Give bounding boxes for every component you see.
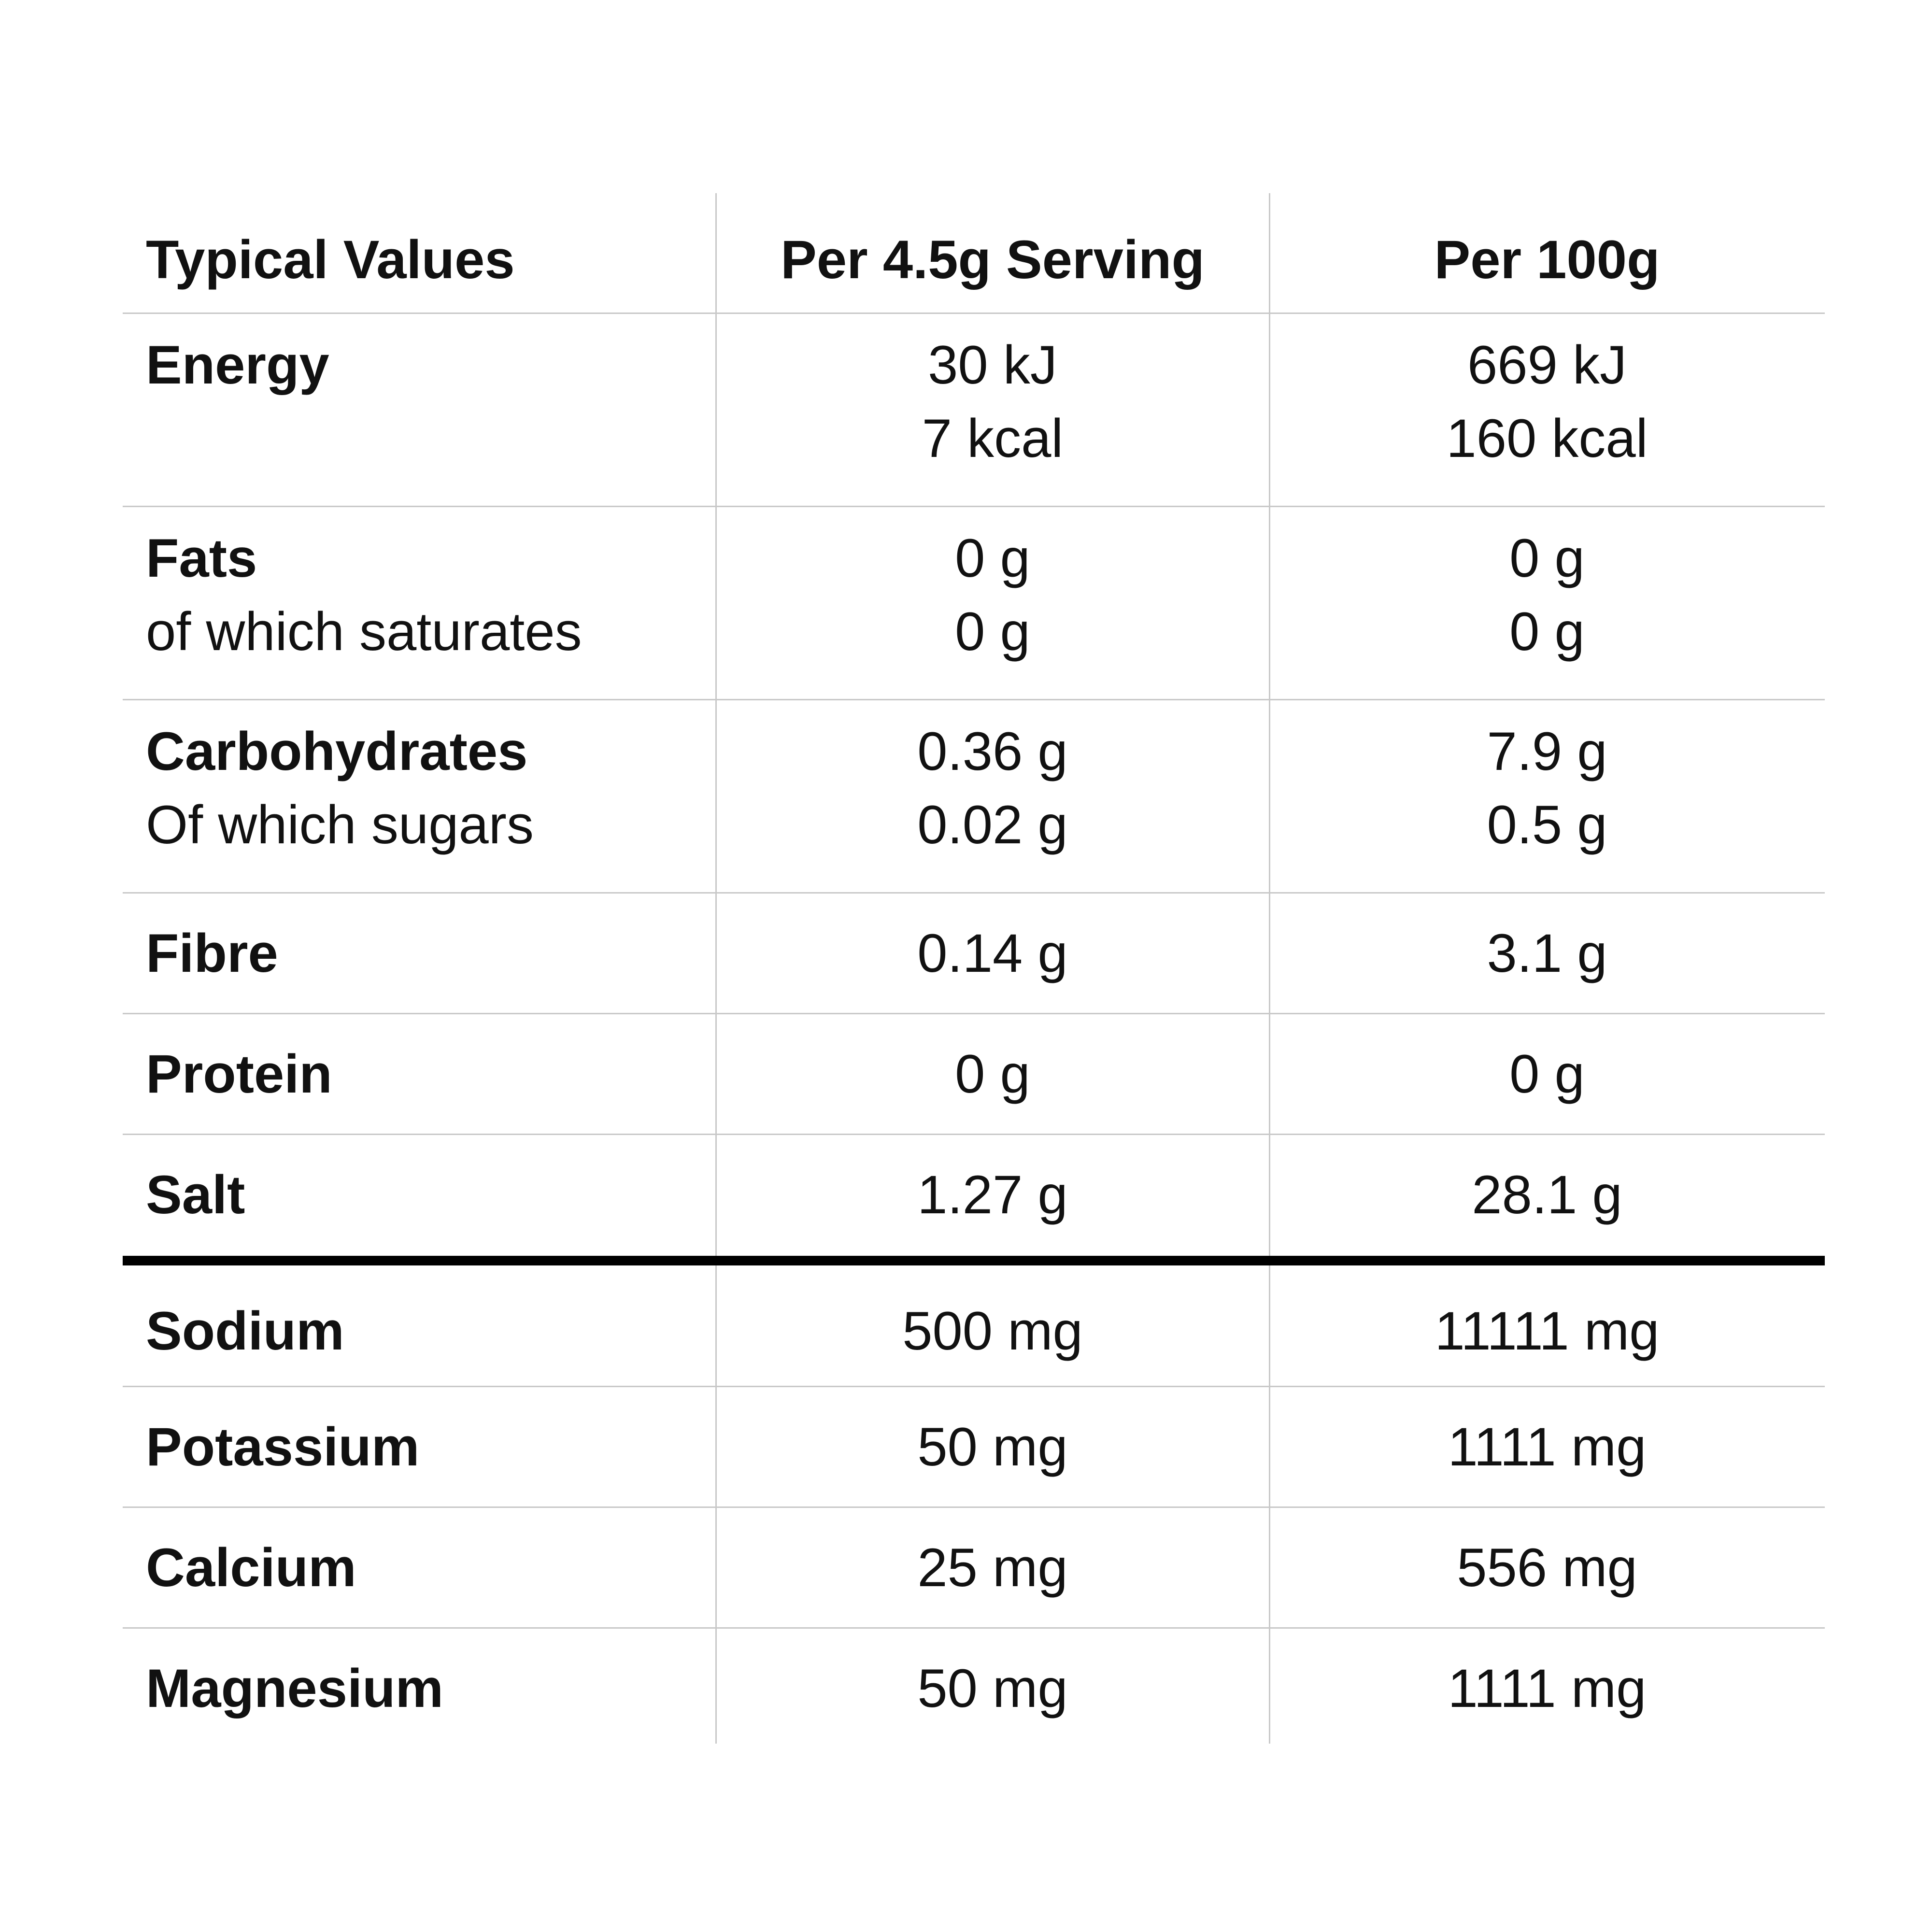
- row-per100-value: 556 mg: [1457, 1537, 1637, 1598]
- value-line: 7 kcal: [922, 408, 1064, 469]
- value-line: 0 g: [1509, 601, 1585, 662]
- row-per100-value: 7.9 g 0.5 g: [1269, 715, 1825, 862]
- row-label: Salt: [146, 1165, 245, 1225]
- row-label-main: Fats: [146, 528, 257, 588]
- row-label: Protein: [146, 1044, 332, 1104]
- row-per100-value: 0 g: [1509, 1044, 1585, 1104]
- table-row-potassium: Potassium 50 mg 1111 mg: [123, 1387, 1825, 1508]
- table-row-salt: Salt 1.27 g 28.1 g: [123, 1135, 1825, 1265]
- table-row-fibre: Fibre 0.14 g 3.1 g: [123, 894, 1825, 1014]
- table-row-fats: Fats of which saturates 0 g 0 g 0 g 0 g: [123, 507, 1825, 700]
- row-serving-value: 50 mg: [917, 1658, 1068, 1719]
- row-label: Magnesium: [146, 1658, 444, 1719]
- row-serving-value: 50 mg: [917, 1417, 1068, 1477]
- value-line: 0.02 g: [917, 795, 1068, 855]
- value-line: 7.9 g: [1487, 721, 1607, 781]
- value-line: 0 g: [955, 601, 1030, 662]
- row-serving-value: 500 mg: [902, 1301, 1083, 1361]
- row-per100-value: 0 g 0 g: [1269, 522, 1825, 668]
- table-row-calcium: Calcium 25 mg 556 mg: [123, 1508, 1825, 1629]
- row-per100-value: 669 kJ 160 kcal: [1269, 328, 1825, 475]
- table-row-magnesium: Magnesium 50 mg 1111 mg: [123, 1629, 1825, 1744]
- nutrition-table: Typical Values Per 4.5g Serving Per 100g…: [123, 193, 1825, 1744]
- row-per100-value: 1111 mg: [1448, 1417, 1647, 1477]
- column-divider-1: [715, 193, 717, 1744]
- row-per100-value: 11111 mg: [1435, 1301, 1660, 1361]
- row-serving-value: 0.36 g 0.02 g: [716, 715, 1269, 862]
- table-row-sodium: Sodium 500 mg 11111 mg: [123, 1265, 1825, 1387]
- value-line: 0.5 g: [1487, 795, 1607, 855]
- value-line: 30 kJ: [928, 335, 1057, 395]
- value-line: 0 g: [955, 528, 1030, 588]
- row-serving-value: 0 g 0 g: [716, 522, 1269, 668]
- row-label: Carbohydrates Of which sugars: [146, 715, 716, 862]
- row-per100-value: 3.1 g: [1487, 923, 1607, 983]
- table-row-protein: Protein 0 g 0 g: [123, 1014, 1825, 1135]
- row-label-main: Carbohydrates: [146, 721, 528, 781]
- row-label: Calcium: [146, 1537, 356, 1598]
- row-serving-value: 30 kJ 7 kcal: [716, 328, 1269, 475]
- value-line: 669 kJ: [1467, 335, 1627, 395]
- value-line: 0.36 g: [917, 721, 1068, 781]
- row-label: Sodium: [146, 1301, 344, 1361]
- header-typical-values: Typical Values: [146, 229, 515, 290]
- row-label: Fibre: [146, 923, 278, 983]
- row-serving-value: 25 mg: [917, 1537, 1068, 1598]
- table-row-energy: Energy 30 kJ 7 kcal 669 kJ 160 kcal: [123, 314, 1825, 507]
- row-label-sub: of which saturates: [146, 601, 582, 662]
- row-label: Fats of which saturates: [146, 522, 716, 668]
- row-serving-value: 1.27 g: [917, 1165, 1068, 1225]
- header-per-serving: Per 4.5g Serving: [781, 229, 1205, 290]
- row-label: Potassium: [146, 1417, 420, 1477]
- row-per100-value: 1111 mg: [1448, 1658, 1647, 1719]
- column-divider-2: [1269, 193, 1270, 1744]
- table-row-carbohydrates: Carbohydrates Of which sugars 0.36 g 0.0…: [123, 700, 1825, 894]
- row-label: Energy: [146, 335, 329, 395]
- header-row: Typical Values Per 4.5g Serving Per 100g: [123, 193, 1825, 314]
- row-per100-value: 28.1 g: [1472, 1165, 1622, 1225]
- row-serving-value: 0.14 g: [917, 923, 1068, 983]
- header-per-100g: Per 100g: [1434, 229, 1660, 290]
- row-serving-value: 0 g: [955, 1044, 1030, 1104]
- value-line: 160 kcal: [1446, 408, 1648, 469]
- value-line: 0 g: [1509, 528, 1585, 588]
- row-label-sub: Of which sugars: [146, 795, 534, 855]
